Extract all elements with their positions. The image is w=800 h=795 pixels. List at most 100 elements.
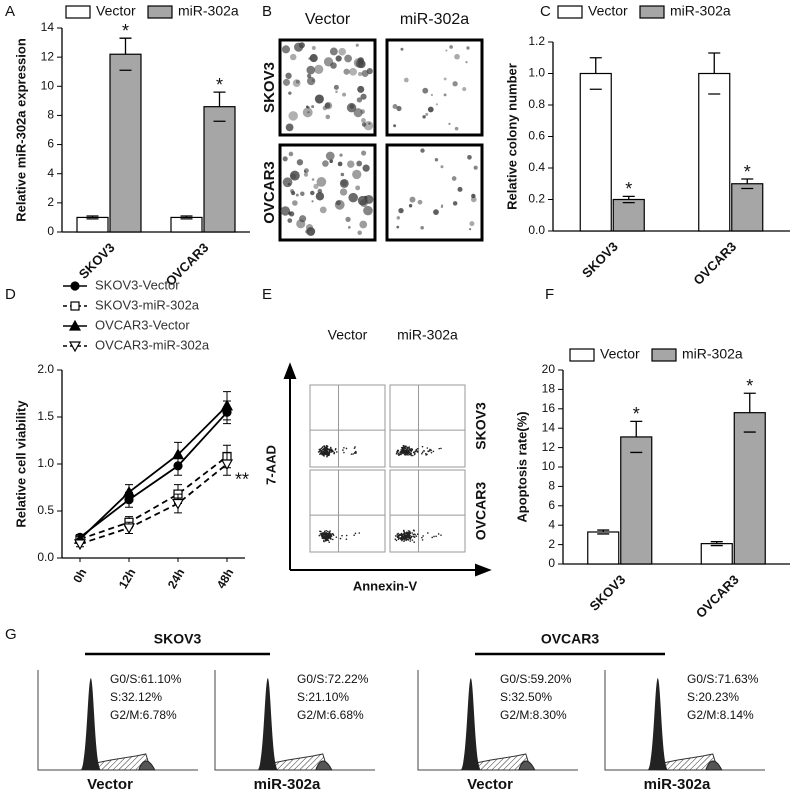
legend-swatch [147, 5, 173, 19]
event [322, 536, 324, 538]
event [440, 447, 442, 450]
sample-label: miR-302a [254, 776, 321, 793]
phase-stat: G0/S:71.63% [687, 672, 759, 686]
event [396, 535, 398, 537]
colony [427, 106, 434, 113]
y-axis-label: Relative colony number [504, 63, 519, 210]
event [331, 533, 334, 535]
legend-label: Vector [600, 346, 640, 362]
event [416, 450, 419, 453]
event [317, 451, 320, 453]
event [397, 452, 400, 455]
event [325, 532, 328, 535]
y-tick-label: 18 [542, 382, 556, 396]
event [326, 445, 329, 448]
x-tick-label: 24h [165, 566, 187, 591]
legend-swatch [557, 5, 583, 19]
event [408, 446, 411, 448]
legend-swatch [651, 348, 677, 362]
colony [425, 112, 429, 116]
colony [285, 123, 294, 132]
y-tick-label: 0.4 [528, 160, 545, 174]
event [400, 533, 403, 535]
sample-label: Vector [467, 776, 513, 793]
y-tick-label: 2.0 [37, 362, 54, 376]
event [324, 453, 326, 456]
event [329, 451, 331, 454]
event [401, 539, 403, 542]
colony [314, 94, 324, 104]
event [409, 532, 411, 535]
event [345, 534, 348, 537]
colony [462, 87, 467, 92]
colony [298, 42, 305, 49]
column-label: miR-302a [400, 11, 469, 28]
event [437, 533, 440, 535]
significance: * [122, 21, 129, 41]
colony [344, 54, 352, 63]
colony [355, 43, 359, 47]
event [319, 453, 321, 455]
bar [587, 531, 620, 565]
event [403, 540, 405, 543]
x-tick-label: SKOV3 [76, 240, 118, 282]
event [345, 538, 348, 540]
event [400, 449, 402, 451]
event [320, 534, 323, 537]
event [322, 537, 325, 540]
colony [368, 122, 371, 125]
colony [339, 153, 343, 157]
colony [296, 159, 304, 166]
bar [203, 106, 236, 233]
colony [396, 216, 400, 220]
error-bar [622, 195, 635, 204]
event [403, 450, 406, 452]
colony [441, 204, 444, 207]
event [397, 532, 400, 535]
colony [334, 199, 345, 210]
x-tick-label: OVCAR3 [693, 572, 742, 621]
row-label: OVCAR3 [473, 482, 489, 541]
event [327, 539, 330, 542]
colony [343, 68, 350, 75]
event [321, 446, 324, 449]
event [354, 446, 356, 448]
colony [451, 176, 457, 181]
error-bar [86, 215, 99, 220]
event [405, 449, 408, 452]
histogram-peak [460, 678, 481, 770]
colony [288, 151, 294, 157]
event [426, 453, 428, 456]
y-tick-label: 1.5 [37, 409, 54, 423]
event [416, 447, 419, 450]
row-label: SKOV3 [261, 62, 278, 113]
event [410, 536, 412, 539]
event [405, 533, 407, 536]
legend-label: Vector [96, 3, 136, 19]
y-tick-label: 14 [41, 20, 55, 34]
phase-stat: S:32.50% [500, 690, 552, 704]
colony-plate [385, 38, 484, 137]
bar [733, 412, 766, 565]
event [414, 452, 416, 455]
colony [433, 209, 439, 216]
y-tick-label: 1.2 [528, 34, 545, 48]
marker [171, 448, 185, 460]
colony [452, 201, 458, 206]
event [401, 534, 404, 537]
colony [347, 160, 355, 168]
event [403, 453, 406, 456]
colony [282, 78, 291, 86]
marker [220, 399, 234, 411]
colony [308, 57, 312, 60]
event [318, 534, 321, 537]
colony [333, 84, 339, 90]
colony [280, 206, 291, 216]
column-label: Vector [305, 11, 351, 28]
event [405, 539, 408, 541]
marker [220, 459, 234, 471]
colony [356, 160, 363, 167]
colony [306, 73, 312, 79]
event [415, 535, 418, 537]
event [329, 538, 332, 540]
